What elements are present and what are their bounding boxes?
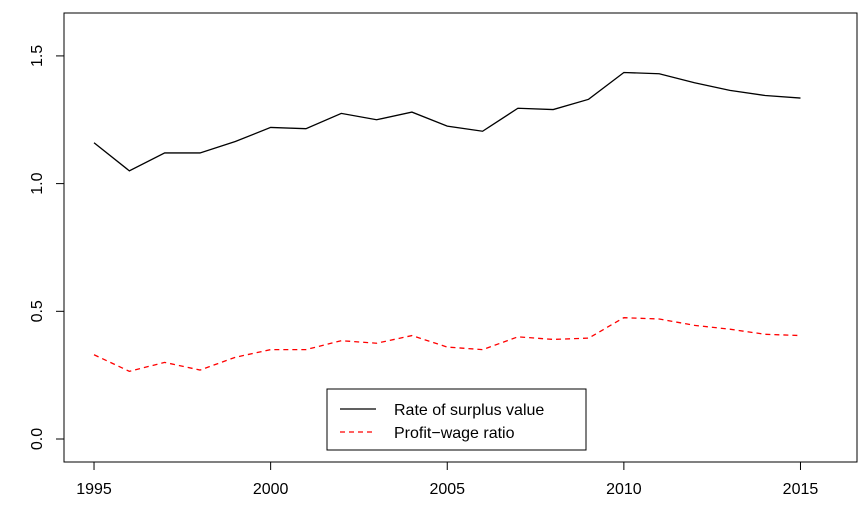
y-tick-label: 0.0	[29, 428, 46, 450]
x-tick-label: 2005	[429, 481, 465, 498]
legend-label: Rate of surplus value	[394, 402, 544, 419]
y-tick-label: 1.0	[29, 172, 46, 194]
x-tick-label: 2015	[783, 481, 819, 498]
line-series	[93, 71, 801, 172]
line-series	[93, 317, 801, 373]
x-tick-label: 2010	[606, 481, 642, 498]
x-tick-label: 1995	[76, 481, 112, 498]
legend-label: Profit−wage ratio	[394, 425, 515, 442]
y-tick-label: 1.5	[29, 45, 46, 67]
y-tick-label: 0.5	[29, 300, 46, 322]
legend-box	[326, 388, 587, 451]
x-tick-label: 2000	[253, 481, 289, 498]
